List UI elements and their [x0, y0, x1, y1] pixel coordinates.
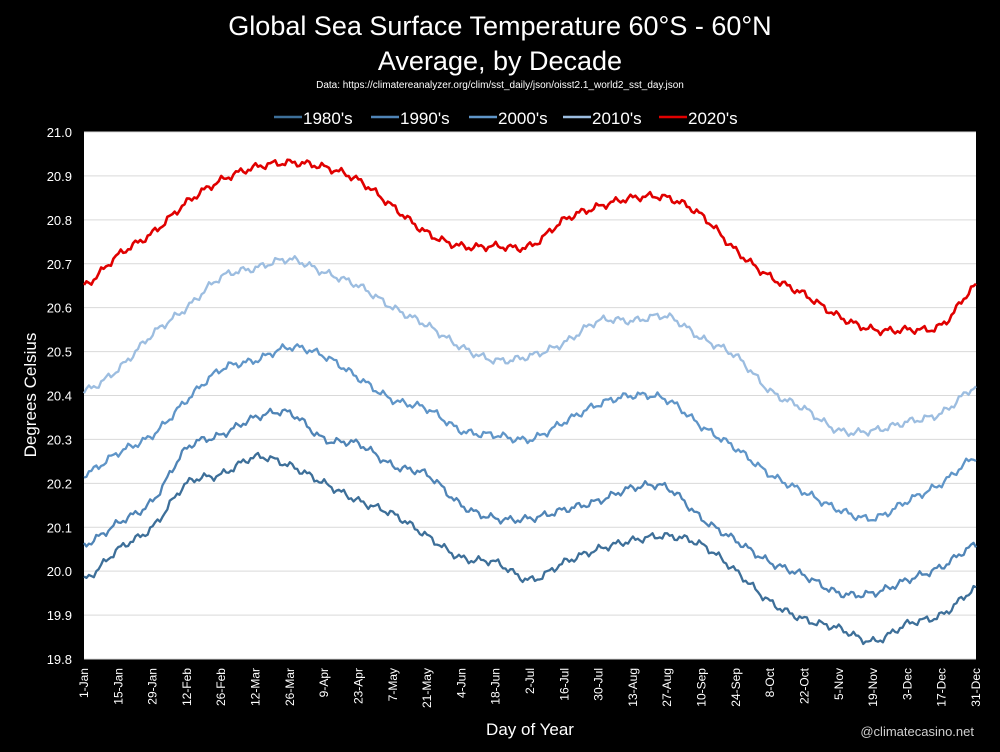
x-tick-label: 23-Apr [351, 668, 365, 704]
x-tick-label: 3-Dec [900, 668, 914, 700]
series-line-2010s [82, 255, 977, 438]
x-tick-label: 26-Feb [214, 668, 228, 706]
x-tick-label: 15-Jan [111, 668, 125, 705]
y-tick-label: 20.3 [47, 432, 72, 447]
chart-title: Global Sea Surface Temperature 60°S - 60… [228, 11, 772, 41]
series-lines [82, 158, 978, 646]
x-tick-label: 7-May [386, 668, 400, 701]
x-tick-label: 2-Jul [523, 668, 537, 694]
x-tick-label: 18-Jun [489, 668, 503, 705]
x-tick-label: 27-Aug [660, 668, 674, 707]
y-tick-label: 20.0 [47, 564, 72, 579]
y-axis-label: Degrees Celsius [21, 333, 40, 458]
x-axis-ticks: 1-Jan 15-Jan 29-Jan 12-Feb 26-Feb 12-Mar 26-Ma… [77, 667, 983, 708]
legend-label-2020s: 2020's [688, 109, 738, 128]
x-tick-label: 16-Jul [557, 668, 571, 701]
y-tick-label: 19.8 [47, 652, 72, 667]
y-tick-label: 20.7 [47, 257, 72, 272]
x-axis-label: Day of Year [486, 720, 574, 739]
y-tick-label: 21.0 [47, 125, 72, 140]
legend-label-2000s: 2000's [498, 109, 548, 128]
x-tick-label: 31-Dec [969, 668, 983, 707]
x-tick-label: 17-Dec [935, 668, 949, 707]
y-tick-label: 20.6 [47, 301, 72, 316]
x-tick-label: 19-Nov [866, 668, 880, 707]
x-tick-label: 12-Feb [180, 668, 194, 706]
x-tick-label: 21-May [420, 668, 434, 708]
series-line-2000s [83, 343, 977, 522]
legend-label-2010s: 2010's [592, 109, 642, 128]
y-tick-label: 19.9 [47, 608, 72, 623]
y-tick-label: 20.1 [47, 520, 72, 535]
series-line-2020s [82, 158, 977, 337]
x-tick-label: 9-Apr [317, 668, 331, 697]
y-tick-label: 20.5 [47, 345, 72, 360]
x-tick-label: 5-Nov [832, 668, 846, 700]
chart-subtitle: Average, by Decade [377, 46, 623, 76]
x-tick-label: 8-Oct [763, 667, 777, 697]
y-tick-label: 20.8 [47, 213, 72, 228]
data-source-note: Data: https://climatereanalyzer.org/clim… [316, 80, 684, 91]
x-tick-label: 1-Jan [77, 668, 91, 698]
y-tick-label: 20.4 [47, 389, 72, 404]
x-tick-label: 26-Mar [283, 668, 297, 706]
y-tick-label: 20.2 [47, 476, 72, 491]
x-tick-label: 12-Mar [249, 668, 263, 706]
series-line-1980s [83, 451, 977, 646]
series-line-1990s [83, 407, 978, 599]
legend: 1980's 1990's 2000's 2010's 2020's [274, 109, 738, 128]
gridlines [84, 131, 976, 660]
x-tick-label: 24-Sep [729, 668, 743, 707]
x-tick-label: 4-Jun [454, 668, 468, 698]
x-tick-label: 29-Jan [146, 668, 160, 705]
y-axis-ticks: 19.8 19.9 20.0 20.1 20.2 20.3 20.4 20.5 20.6 20.7… [47, 125, 72, 667]
legend-label-1990s: 1990's [400, 109, 450, 128]
x-tick-label: 10-Sep [695, 668, 709, 707]
legend-label-1980s: 1980's [303, 109, 353, 128]
x-tick-label: 22-Oct [797, 667, 811, 704]
y-tick-label: 20.9 [47, 169, 72, 184]
x-tick-label: 13-Aug [626, 668, 640, 707]
credit-watermark: @climatecasino.net [860, 724, 974, 739]
x-tick-label: 30-Jul [592, 668, 606, 701]
